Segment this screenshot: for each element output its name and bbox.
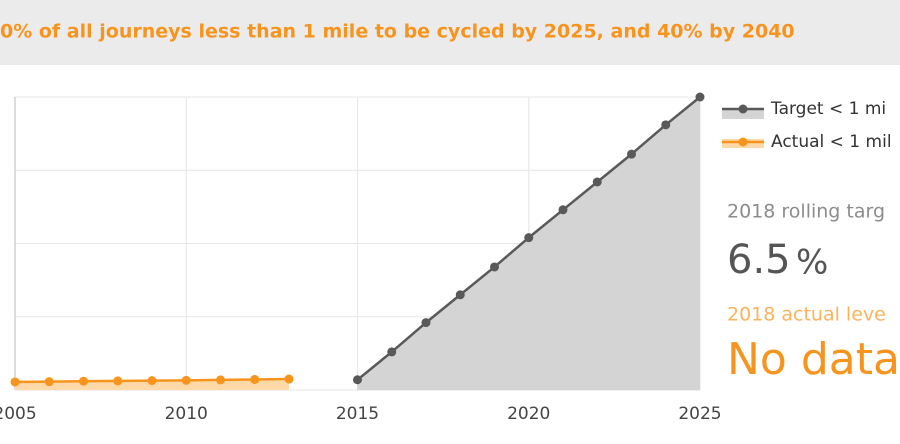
- legend-swatch: [722, 109, 764, 119]
- data-point: [113, 376, 123, 386]
- data-point: [661, 120, 671, 130]
- data-point: [147, 376, 157, 386]
- data-point: [10, 377, 20, 387]
- data-point: [558, 205, 568, 215]
- data-point: [387, 347, 397, 357]
- legend-marker: [738, 104, 748, 114]
- target-unit: %: [796, 243, 828, 283]
- data-point: [421, 318, 431, 328]
- header-band: [0, 0, 900, 65]
- data-point: [592, 177, 602, 187]
- data-point: [695, 92, 705, 102]
- data-point: [490, 262, 499, 272]
- plot-area: [10, 92, 705, 391]
- data-point: [216, 375, 225, 385]
- actual-value: No data: [727, 334, 900, 385]
- data-point: [627, 149, 636, 159]
- x-tick-label: 2025: [678, 404, 721, 424]
- data-point: [181, 375, 191, 385]
- data-point: [79, 376, 88, 386]
- target-value: 6.5: [727, 237, 791, 283]
- legend-label: Target < 1 mi: [770, 99, 886, 119]
- legend-label: Actual < 1 mil: [771, 132, 892, 152]
- data-point: [284, 374, 294, 384]
- data-point: [353, 375, 362, 385]
- data-point: [455, 290, 465, 300]
- series-area: [357, 97, 700, 390]
- x-tick-label: 2015: [336, 404, 379, 424]
- x-tick-label: 2020: [507, 404, 550, 424]
- data-point: [524, 233, 534, 243]
- chart-title: 0% of all journeys less than 1 mile to b…: [0, 21, 795, 43]
- actual-label: 2018 actual leve: [727, 304, 886, 326]
- x-tick-label: 2005: [0, 404, 37, 424]
- data-point: [44, 377, 54, 387]
- legend-marker: [738, 137, 748, 147]
- x-tick-label: 2010: [165, 404, 208, 424]
- target-label: 2018 rolling targ: [727, 201, 885, 223]
- data-point: [250, 374, 260, 384]
